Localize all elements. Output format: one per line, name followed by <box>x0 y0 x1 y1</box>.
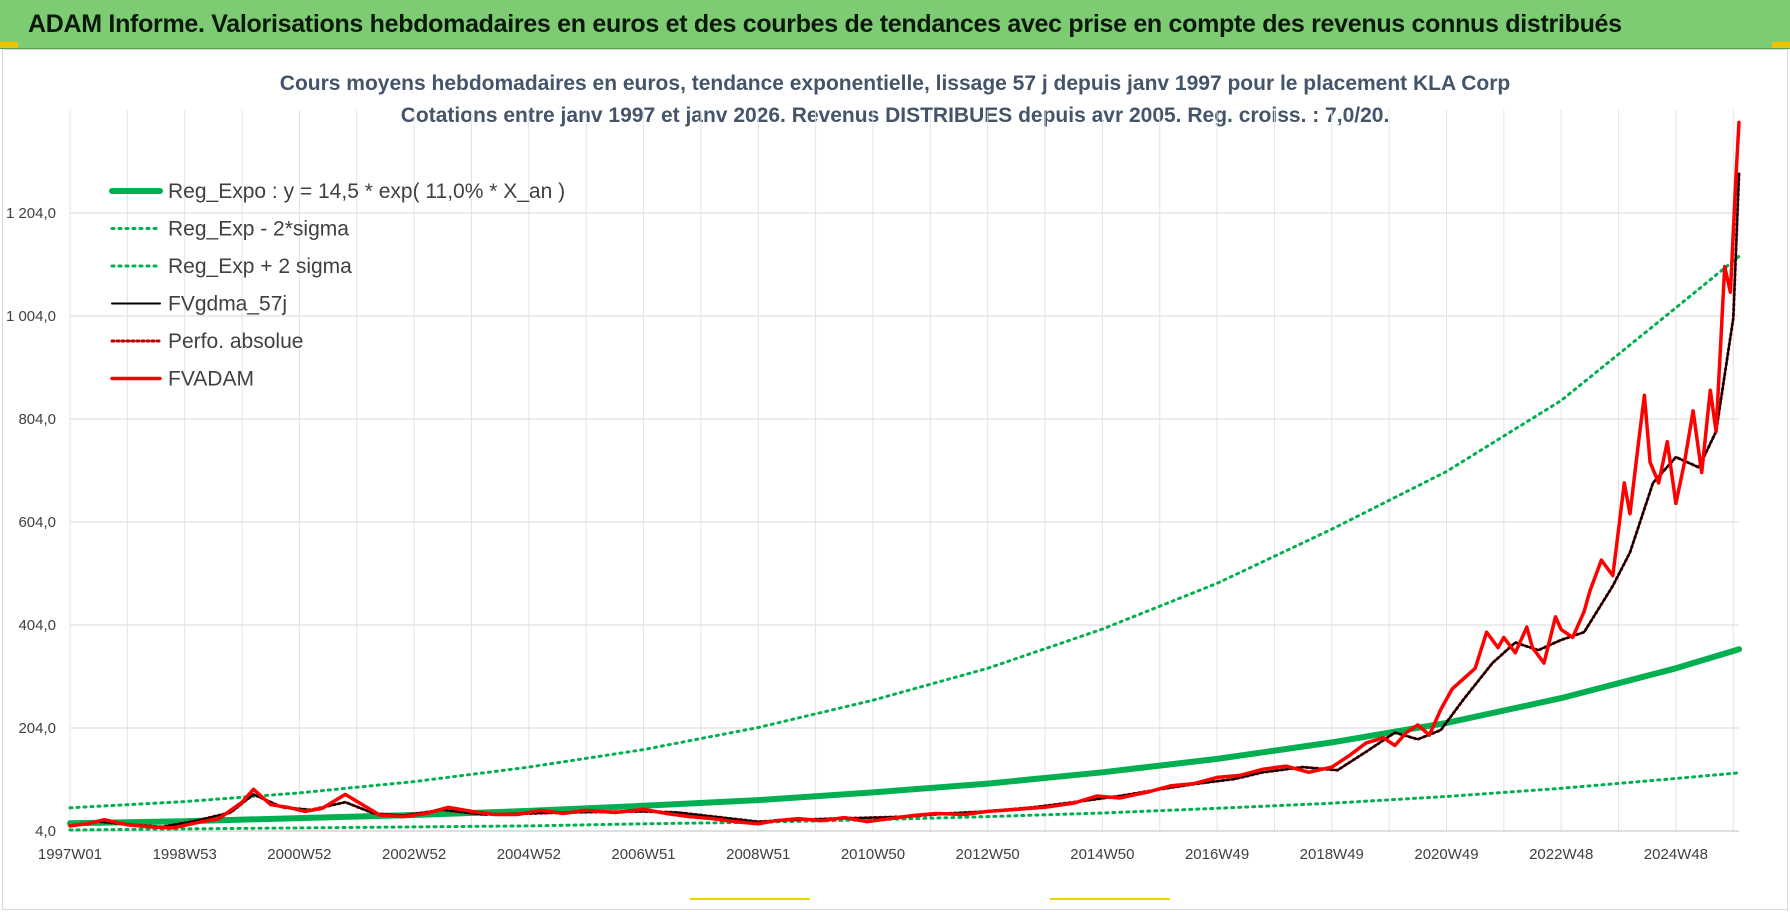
y-tick-label: 404,0 <box>18 617 56 634</box>
report-banner: ADAM Informe. Valorisations hebdomadaire… <box>0 0 1790 49</box>
chart-series <box>67 120 1742 832</box>
y-tick-label: 804,0 <box>18 411 56 428</box>
series-reg-exp-2-sigma <box>68 254 1741 810</box>
x-tick-label: 2024W48 <box>1644 846 1708 863</box>
legend-label: Perfo. absolue <box>168 330 303 353</box>
corner-mark-left <box>0 42 18 48</box>
series-fvadam <box>68 120 1741 830</box>
x-tick-label: 2014W50 <box>1070 846 1134 863</box>
y-tick-label: 604,0 <box>18 514 56 531</box>
x-tick-label: 2018W49 <box>1300 846 1364 863</box>
legend-label: FVgdma_57j <box>168 293 287 316</box>
y-tick-label: 204,0 <box>18 720 56 737</box>
bottom-mark-right <box>1050 898 1170 900</box>
legend-label: Reg_Expo : y = 14,5 * exp( 11,0% * X_an … <box>168 180 565 203</box>
series-reg-exp-2-sigma <box>68 771 1741 832</box>
bottom-mark-left <box>690 898 810 900</box>
legend-label: Reg_Exp - 2*sigma <box>168 218 349 241</box>
x-tick-label: 2004W52 <box>497 846 561 863</box>
x-tick-label: 1998W53 <box>153 846 217 863</box>
report-title: ADAM Informe. Valorisations hebdomadaire… <box>28 9 1622 38</box>
chart-legend: Reg_Expo : y = 14,5 * exp( 11,0% * X_an … <box>109 180 565 391</box>
y-tick-label: 1 204,0 <box>6 205 56 222</box>
series-reg-expo-y-14-5-exp-11-0-x-an <box>67 646 1742 827</box>
y-tick-label: 1 004,0 <box>6 308 56 325</box>
chart-frame <box>2 49 1788 910</box>
x-tick-label: 2022W48 <box>1529 846 1593 863</box>
x-tick-label: 2006W51 <box>611 846 675 863</box>
chart-title: Cours moyens hebdomadaires en euros, ten… <box>279 72 1511 95</box>
x-tick-label: 2000W52 <box>267 846 331 863</box>
x-tick-label: 2020W49 <box>1414 846 1478 863</box>
x-tick-label: 1997W01 <box>38 846 102 863</box>
legend-label: Reg_Exp + 2 sigma <box>168 255 352 278</box>
x-tick-label: 2012W50 <box>956 846 1020 863</box>
chart-axes: 4,0 204,0 404,0 604,0 804,0 1 004,0 1 204,0 199… <box>6 205 1739 863</box>
chart-subtitle: Cotations entre janv 1997 et janv 2026. … <box>400 104 1390 127</box>
legend-label: FVADAM <box>168 368 254 391</box>
x-tick-label: 2016W49 <box>1185 846 1249 863</box>
x-tick-label: 2010W50 <box>841 846 905 863</box>
x-tick-label: 2008W51 <box>726 846 790 863</box>
y-tick-label: 4,0 <box>35 823 56 840</box>
x-tick-label: 2002W52 <box>382 846 446 863</box>
corner-mark-right <box>1772 42 1790 48</box>
